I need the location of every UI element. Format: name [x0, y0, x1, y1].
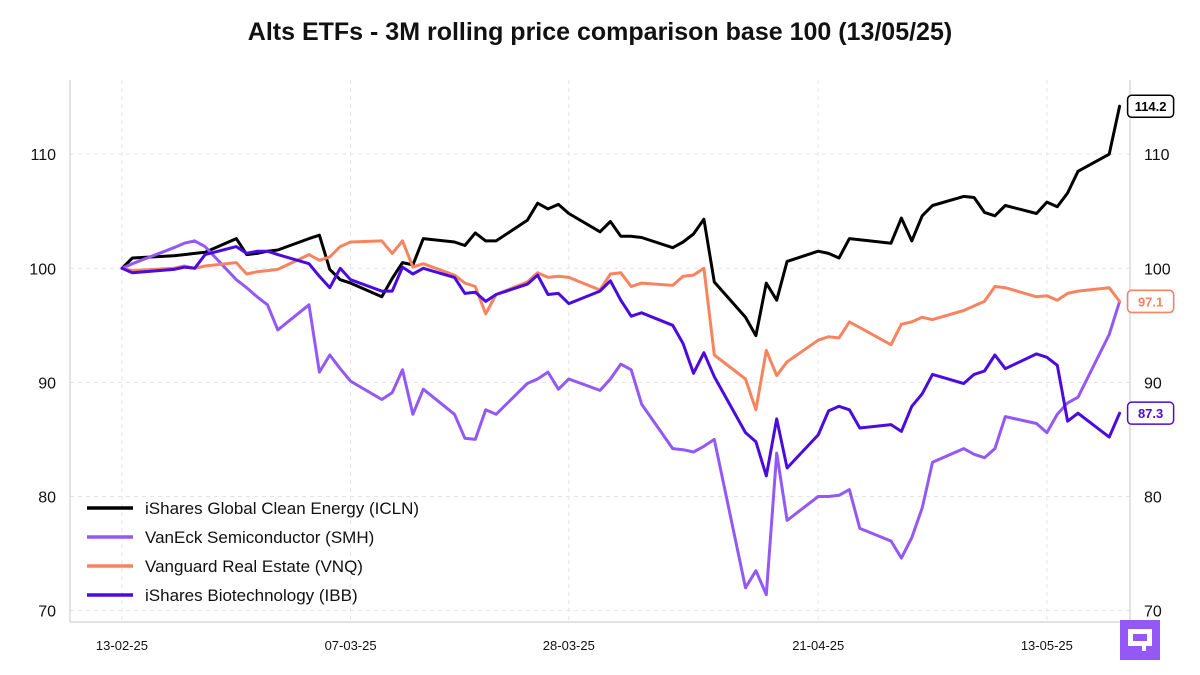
legend-label: Vanguard Real Estate (VNQ) [145, 557, 363, 576]
x-tick-label: 28-03-25 [543, 638, 595, 653]
logo-background [1120, 620, 1160, 660]
legend-label: iShares Global Clean Energy (ICLN) [145, 499, 419, 518]
x-tick-label: 13-05-25 [1021, 638, 1073, 653]
series-line-1 [120, 239, 1122, 597]
end-label-text: 114.2 [1135, 99, 1167, 114]
x-tick-label: 21-04-25 [792, 638, 844, 653]
series-line-3 [120, 245, 1122, 478]
end-label-2: 97.1 [1126, 289, 1175, 314]
y-tick-label-right: 100 [1144, 261, 1171, 278]
legend-label: VanEck Semiconductor (SMH) [145, 528, 374, 547]
end-labels: 114.297.197.187.3 [1126, 94, 1175, 425]
series-line-2 [120, 239, 1122, 412]
x-tick-label: 07-03-25 [325, 638, 377, 653]
end-label-box [1126, 289, 1175, 314]
end-label-0: 114.2 [1126, 94, 1175, 118]
y-tick-label-right: 90 [1144, 375, 1162, 392]
legend: iShares Global Clean Energy (ICLN) VanEck… [87, 499, 419, 605]
y-tick-label-left: 90 [38, 375, 56, 392]
y-tick-label-left: 110 [30, 147, 56, 164]
y-tick-label-right: 80 [1144, 489, 1162, 506]
legend-label: iShares Biotechnology (IBB) [145, 586, 358, 605]
axes [69, 80, 1131, 623]
end-label-box [1126, 94, 1175, 118]
series-line-0 [120, 104, 1122, 338]
y-axis-left-ticks: 70 80 90 100 110 [29, 147, 56, 620]
y-tick-label-right: 110 [1144, 147, 1170, 164]
end-label-text: 87.3 [1138, 406, 1163, 421]
series-lines [120, 104, 1122, 597]
y-axis-right-ticks: 70 80 90 100 110 [1144, 147, 1171, 620]
end-label-3: 87.3 [1126, 401, 1175, 425]
logo-glyph [1128, 629, 1152, 651]
x-axis-ticks: 13-02-25 07-03-25 28-03-25 21-04-25 13-05-25 [96, 638, 1073, 653]
brand-logo [1120, 620, 1160, 660]
y-tick-label-left: 100 [29, 261, 56, 278]
y-tick-label-left: 70 [38, 604, 56, 621]
y-tick-label-right: 70 [1144, 604, 1162, 621]
grid-lines [70, 80, 1130, 622]
end-label-box [1126, 401, 1175, 425]
y-tick-label-left: 80 [38, 489, 56, 506]
x-tick-label: 13-02-25 [96, 638, 148, 653]
end-label-text: 97.1 [1138, 294, 1163, 309]
chart-title: Alts ETFs - 3M rolling price comparison … [247, 18, 953, 46]
